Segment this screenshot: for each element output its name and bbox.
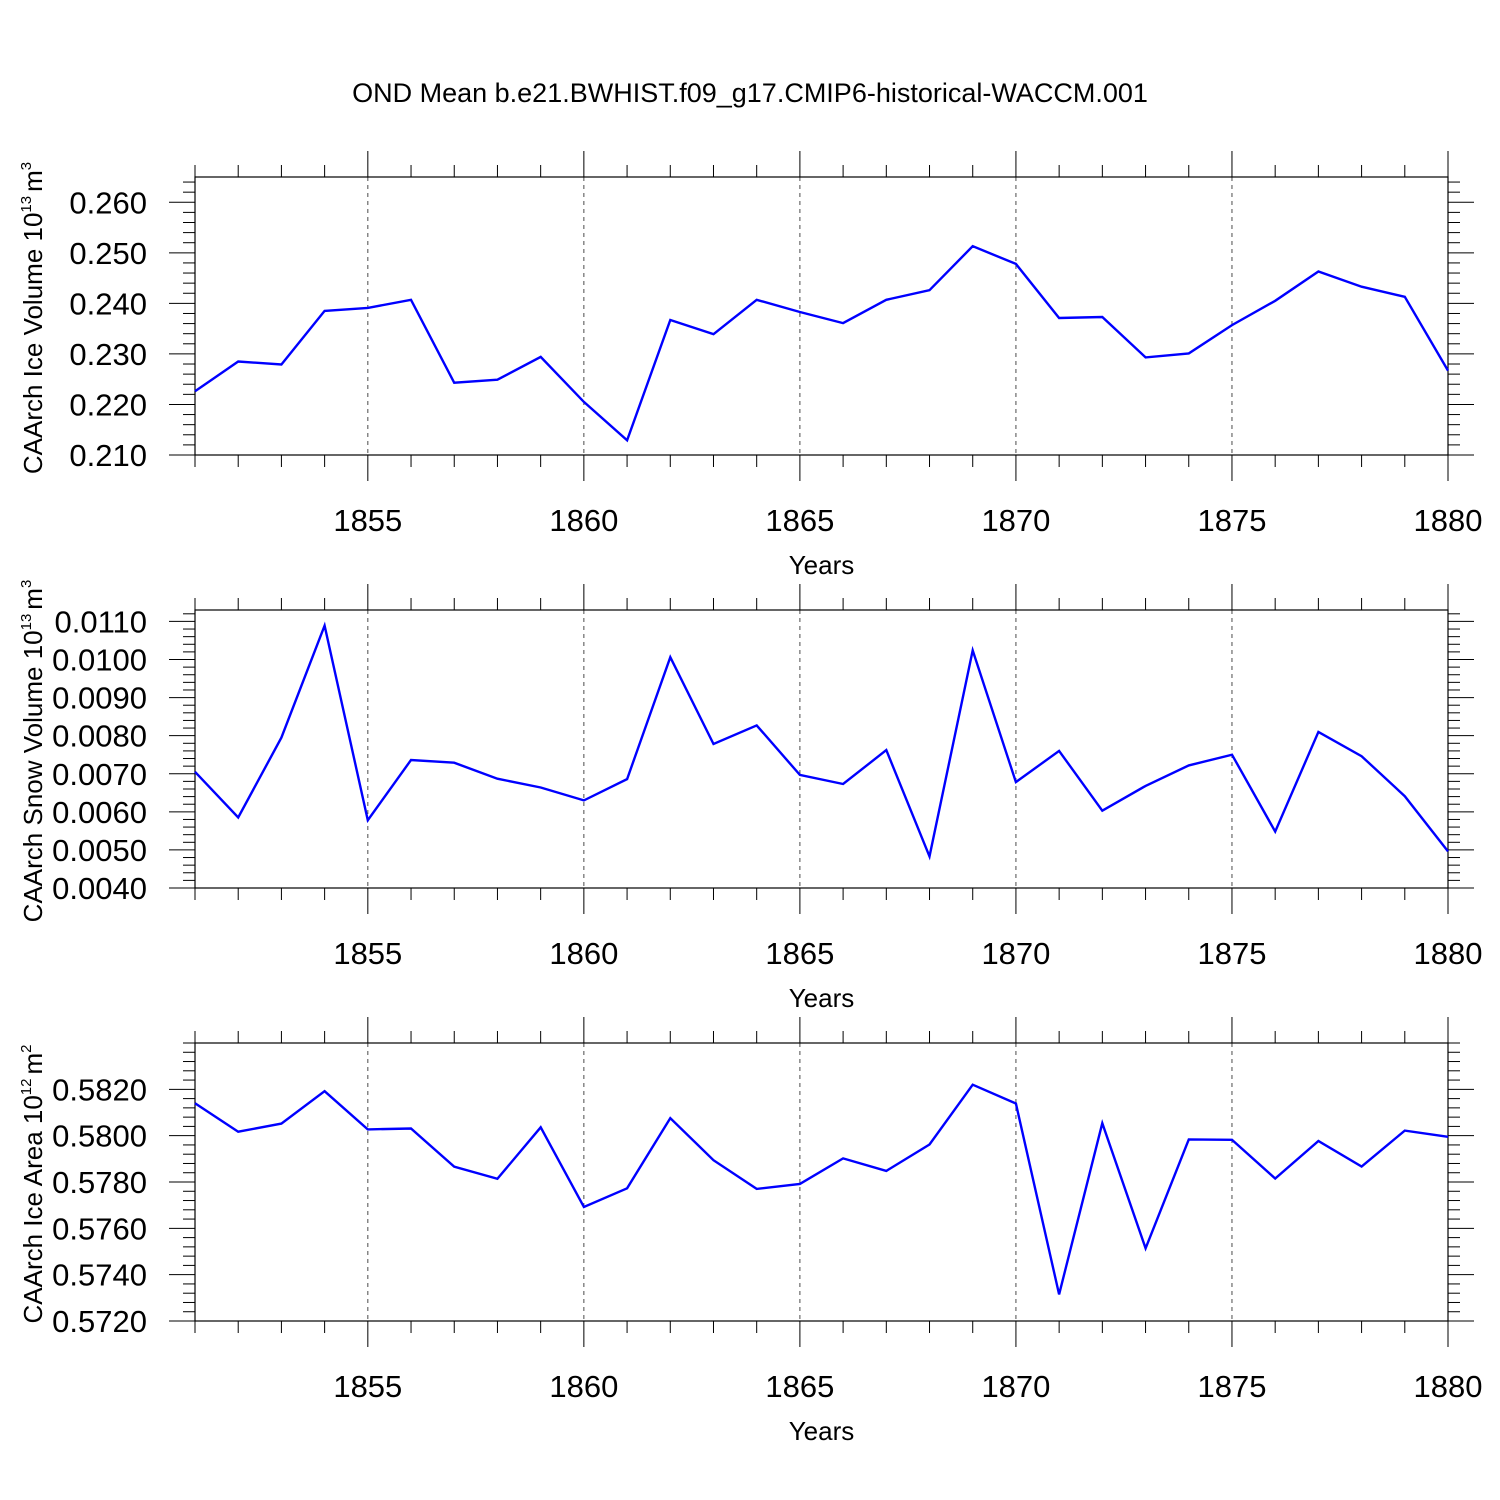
x-axis-title: Years xyxy=(789,550,855,580)
y-axis-title-exponent: 12 xyxy=(18,1078,35,1095)
y-tick-label: 0.5800 xyxy=(52,1119,147,1154)
y-tick-label: 0.240 xyxy=(69,286,147,321)
panel-2: 0.00400.00500.00600.00700.00800.00900.01… xyxy=(18,580,1482,1013)
y-tick-label: 0.230 xyxy=(69,337,147,372)
y-axis-title: CAArch Snow Volume 1013 m3 xyxy=(18,580,48,923)
x-tick-label: 1875 xyxy=(1197,936,1266,971)
y-tick-label: 0.0050 xyxy=(52,833,147,868)
series-line xyxy=(194,244,1450,443)
x-tick-label: 1880 xyxy=(1414,936,1483,971)
x-tick-label: 1870 xyxy=(981,936,1050,971)
x-tick-label: 1855 xyxy=(333,503,402,538)
y-tick-label: 0.5720 xyxy=(52,1304,147,1339)
y-tick-label: 0.5820 xyxy=(52,1072,147,1107)
y-tick-label: 0.0040 xyxy=(52,871,147,906)
x-tick-label: 1865 xyxy=(765,1369,834,1404)
x-tick-label: 1855 xyxy=(333,936,402,971)
x-tick-label: 1860 xyxy=(549,1369,618,1404)
y-tick-label: 0.0080 xyxy=(52,719,147,754)
y-tick-label: 0.260 xyxy=(69,185,147,220)
y-tick-label: 0.0110 xyxy=(54,604,147,639)
y-axis-title-unit-exponent: 3 xyxy=(18,580,35,588)
y-axis-title-unit: m xyxy=(18,1053,48,1075)
y-axis-title-exponent: 13 xyxy=(18,196,35,213)
y-tick-label: 0.5780 xyxy=(52,1165,147,1200)
y-axis-title-main: CAArch Ice Area 10 xyxy=(18,1095,48,1323)
y-tick-label: 0.210 xyxy=(69,438,147,473)
y-axis-title-unit: m xyxy=(18,588,48,610)
panel-1: 0.210 0.220 0.230 0.240 0.250 0.260 1855 1860 18… xyxy=(18,151,1482,580)
y-tick-label: 0.220 xyxy=(69,387,147,422)
x-tick-label: 1860 xyxy=(549,936,618,971)
y-tick-label: 0.0070 xyxy=(52,757,147,792)
y-axis-title-unit: m xyxy=(18,170,48,192)
panel-3: 0.5720 0.5740 0.5760 0.5780 0.5800 0.5820 1855… xyxy=(18,1017,1482,1446)
y-axis-title-unit-exponent: 3 xyxy=(18,162,35,170)
x-tick-label: 1865 xyxy=(765,936,834,971)
x-axis-title: Years xyxy=(789,1416,855,1446)
series-line xyxy=(194,1083,1449,1295)
y-tick-label: 0.5740 xyxy=(52,1258,147,1293)
x-tick-label: 1880 xyxy=(1414,503,1483,538)
x-tick-label: 1870 xyxy=(981,1369,1050,1404)
y-tick-label: 0.0100 xyxy=(52,643,147,678)
x-tick-label: 1855 xyxy=(333,1369,402,1404)
x-tick-label: 1870 xyxy=(981,503,1050,538)
plot-frame xyxy=(194,1042,1449,1322)
y-tick-label: 0.5760 xyxy=(52,1211,147,1246)
x-tick-label: 1865 xyxy=(765,503,834,538)
y-tick-label: 0.250 xyxy=(69,236,147,271)
x-tick-label: 1860 xyxy=(549,503,618,538)
y-axis-title: CAArch Ice Volume 1013 m3 xyxy=(18,162,48,474)
y-axis-title-main: CAArch Ice Volume 10 xyxy=(18,213,48,475)
series-line xyxy=(194,621,1449,861)
x-tick-label: 1880 xyxy=(1414,1369,1483,1404)
y-axis-title: CAArch Ice Area 1012 m2 xyxy=(18,1044,48,1323)
y-axis-title-unit-exponent: 2 xyxy=(18,1044,35,1052)
plot-frame xyxy=(194,609,1449,889)
y-tick-label: 0.0060 xyxy=(52,795,147,830)
x-axis-title: Years xyxy=(789,983,855,1013)
y-tick-label: 0.0090 xyxy=(52,681,147,716)
plot-frame xyxy=(194,176,1449,456)
y-axis-title-main: CAArch Snow Volume 10 xyxy=(18,630,48,922)
x-tick-label: 1875 xyxy=(1197,1369,1266,1404)
chart-title: OND Mean b.e21.BWHIST.f09_g17.CMIP6-hist… xyxy=(352,78,1148,108)
x-tick-label: 1875 xyxy=(1197,503,1266,538)
y-axis-title-exponent: 13 xyxy=(18,614,35,631)
